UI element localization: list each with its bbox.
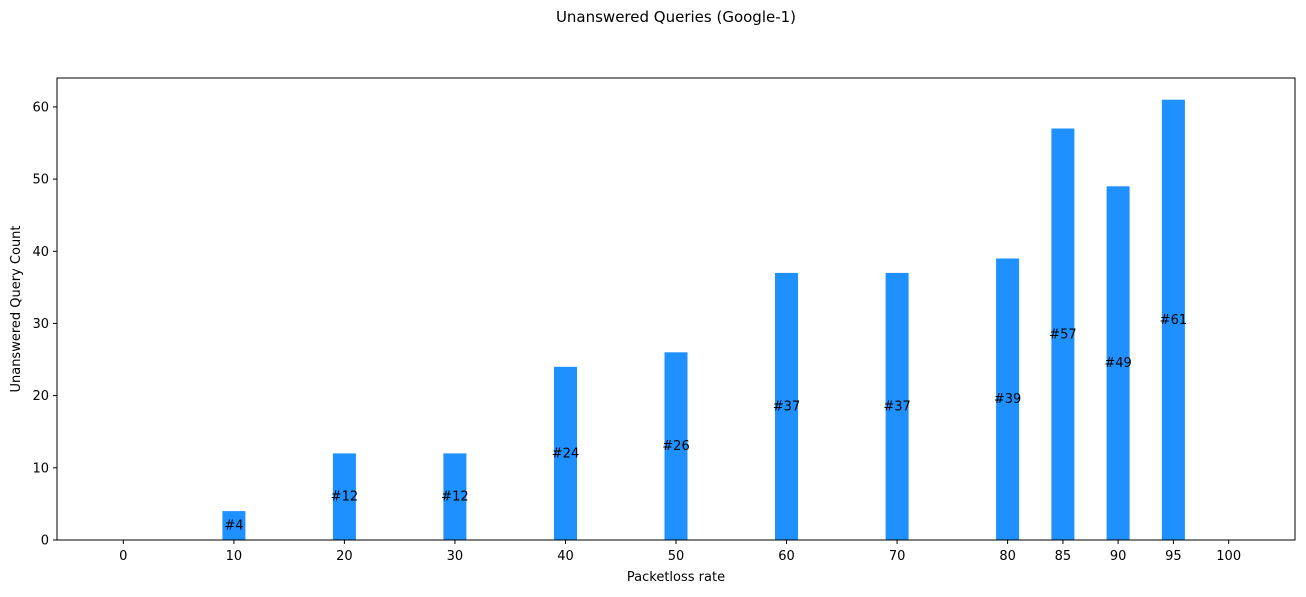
data-label-50: #26 [662, 439, 689, 454]
bar-50 [664, 352, 688, 540]
x-tick-label-90: 90 [1110, 549, 1127, 564]
y-tick-label-20: 20 [32, 389, 49, 404]
bar-85 [1051, 128, 1075, 540]
data-label-90: #49 [1104, 356, 1131, 371]
bar-95 [1161, 99, 1185, 540]
data-label-85: #57 [1049, 327, 1076, 342]
bar-40 [554, 366, 577, 541]
bars-layer [222, 99, 1185, 541]
bar-60 [775, 272, 798, 540]
y-axis: 0 10 20 30 40 50 60 [32, 100, 57, 549]
x-tick-label-30: 30 [447, 549, 464, 564]
bar-70 [885, 272, 909, 540]
x-tick-label-95: 95 [1165, 549, 1182, 564]
y-tick-label-60: 60 [32, 100, 49, 115]
chart-title: Unanswered Queries (Google-1) [556, 8, 796, 26]
y-axis-title: Unanswered Query Count [9, 225, 24, 392]
data-label-70: #37 [883, 400, 910, 415]
x-tick-label-60: 60 [778, 549, 795, 564]
x-tick-label-50: 50 [668, 549, 685, 564]
x-tick-label-0: 0 [119, 549, 127, 564]
data-labels-layer: #4 #12 #12 #24 #26 #37 #37 #39 #57 #49 #61 [224, 313, 1187, 534]
bar-30 [443, 453, 467, 540]
bar-90 [1106, 186, 1130, 541]
data-label-40: #24 [552, 446, 579, 461]
data-label-30: #12 [441, 490, 468, 505]
x-axis: 0 10 20 30 40 50 60 70 80 85 90 95 100 [119, 540, 1241, 564]
x-tick-label-85: 85 [1055, 549, 1072, 564]
data-label-10: #4 [224, 519, 243, 534]
bar-80 [996, 258, 1020, 540]
x-tick-label-80: 80 [999, 549, 1016, 564]
bar-20 [332, 453, 356, 540]
data-label-80: #39 [994, 392, 1021, 407]
y-tick-label-50: 50 [32, 173, 49, 188]
x-axis-title: Packetloss rate [627, 570, 725, 585]
y-tick-label-0: 0 [41, 534, 49, 549]
data-label-95: #61 [1160, 313, 1187, 328]
x-tick-label-70: 70 [889, 549, 906, 564]
y-tick-label-10: 10 [32, 461, 49, 476]
y-tick-label-40: 40 [32, 245, 49, 260]
bar-10 [222, 511, 246, 540]
data-label-20: #12 [331, 490, 358, 505]
x-tick-label-10: 10 [226, 549, 243, 564]
x-tick-label-100: 100 [1216, 549, 1241, 564]
x-tick-label-20: 20 [336, 549, 353, 564]
x-tick-label-40: 40 [557, 549, 574, 564]
data-label-60: #37 [773, 400, 800, 415]
y-tick-label-30: 30 [32, 317, 49, 332]
